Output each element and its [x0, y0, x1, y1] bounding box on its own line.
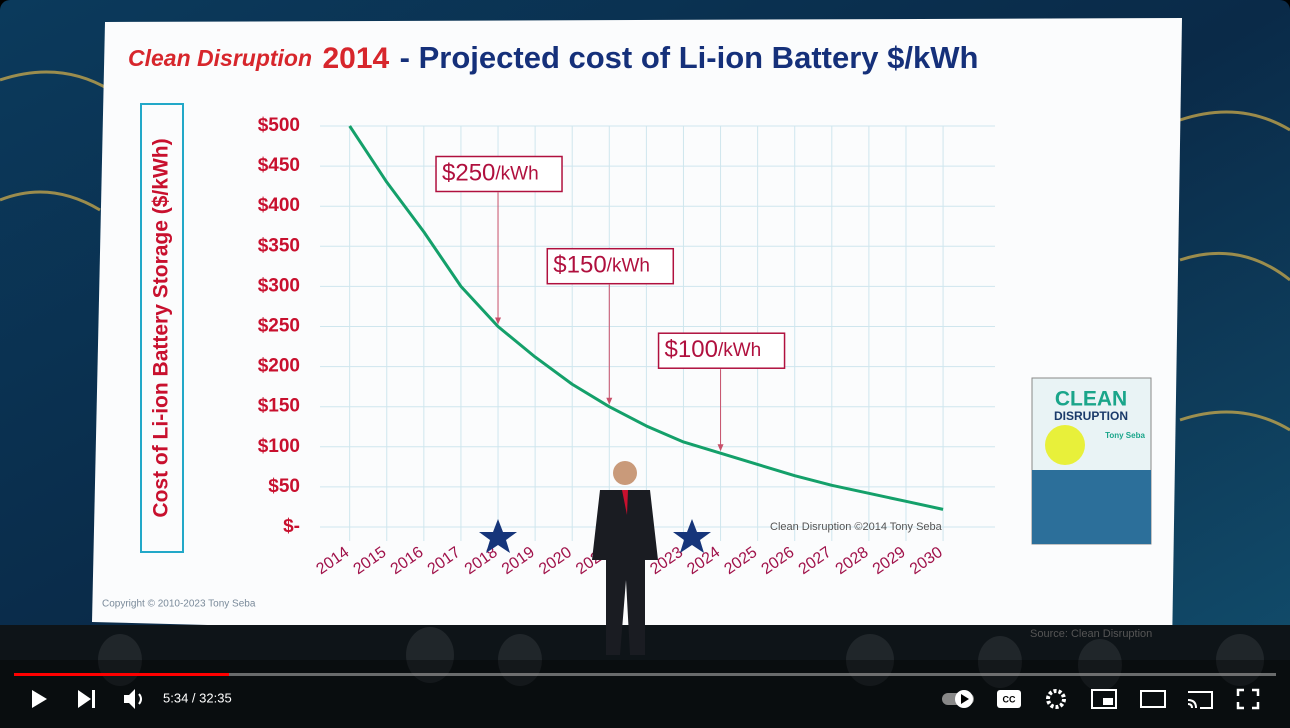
- annotation-box: [657, 332, 786, 369]
- title-main: - Projected cost of Li-ion Battery $/kWh: [400, 40, 979, 75]
- annotation-unit: /kWh: [718, 340, 761, 361]
- y-tick-label: $350: [258, 235, 300, 256]
- theater-button[interactable]: [1140, 690, 1166, 708]
- annotation-unit: /kWh: [495, 164, 538, 185]
- captions-button[interactable]: CC: [997, 690, 1021, 708]
- annotation-amount: $100: [665, 337, 718, 364]
- time-display: 5:34 / 32:35: [163, 690, 232, 705]
- y-tick-label: $400: [258, 195, 300, 216]
- y-tick-label: $300: [258, 275, 300, 296]
- y-tick-label: $50: [268, 476, 300, 497]
- watermark: Clean Disruption ©2014 Tony Seba: [770, 521, 943, 533]
- book-author: Tony Seba: [1105, 431, 1145, 440]
- svg-text:CC: CC: [1003, 694, 1016, 704]
- y-tick-label: $450: [258, 155, 300, 176]
- annotation-amount: $250: [442, 160, 495, 187]
- y-tick-label: $250: [258, 316, 300, 337]
- y-axis-label: Cost of Li-ion Battery Storage ($/kWh): [150, 138, 173, 517]
- y-tick-label: $-: [283, 516, 300, 537]
- cost-line: [348, 125, 944, 511]
- autoplay-toggle[interactable]: [942, 690, 974, 708]
- y-tick-label: $100: [258, 436, 300, 457]
- book-line1: CLEAN: [1055, 388, 1127, 411]
- y-tick-label: $200: [258, 356, 300, 377]
- y-tick-label: $500: [258, 115, 300, 136]
- controls-scrim: [0, 660, 1290, 728]
- y-tick-label: $150: [258, 396, 300, 417]
- annotation-arrowhead: [717, 444, 724, 452]
- play-button[interactable]: [32, 690, 47, 708]
- book-cover: CLEAN DISRUPTION Tony Seba: [1031, 377, 1152, 545]
- speaker: [592, 461, 658, 655]
- slide-title: Clean Disruption 2014 - Projected cost o…: [128, 40, 978, 75]
- annotation-arrowhead: [606, 397, 613, 405]
- annotation-box: [546, 247, 675, 285]
- stage-decor: [0, 70, 1290, 432]
- next-button[interactable]: [78, 690, 95, 708]
- annotation-label: $100/kWh: [665, 337, 762, 364]
- slide: [92, 18, 1182, 650]
- volume-button[interactable]: [124, 689, 142, 709]
- progress-played: [14, 673, 229, 676]
- stars: [479, 519, 711, 553]
- source: Source: Clean Disruption: [1030, 628, 1152, 640]
- annotation-label: $250/kWh: [442, 160, 539, 187]
- settings-button[interactable]: [1046, 689, 1066, 709]
- copyright: Copyright © 2010-2023 Tony Seba: [102, 599, 256, 610]
- title-brand: Clean Disruption: [128, 45, 312, 71]
- book-line2: DISRUPTION: [1054, 409, 1128, 423]
- title-year: 2014: [322, 42, 389, 75]
- annotation-label: $150/kWh: [553, 252, 650, 279]
- annotation-amount: $150: [553, 252, 606, 279]
- fullscreen-button[interactable]: [1236, 688, 1260, 710]
- annotation-arrowhead: [495, 317, 502, 325]
- cast-button[interactable]: [1187, 691, 1213, 709]
- miniplayer-button[interactable]: [1091, 689, 1117, 709]
- progress-track: [14, 673, 1276, 676]
- annotation-unit: /kWh: [607, 256, 650, 277]
- annotation-box: [435, 155, 563, 193]
- y-label-box: [140, 103, 184, 553]
